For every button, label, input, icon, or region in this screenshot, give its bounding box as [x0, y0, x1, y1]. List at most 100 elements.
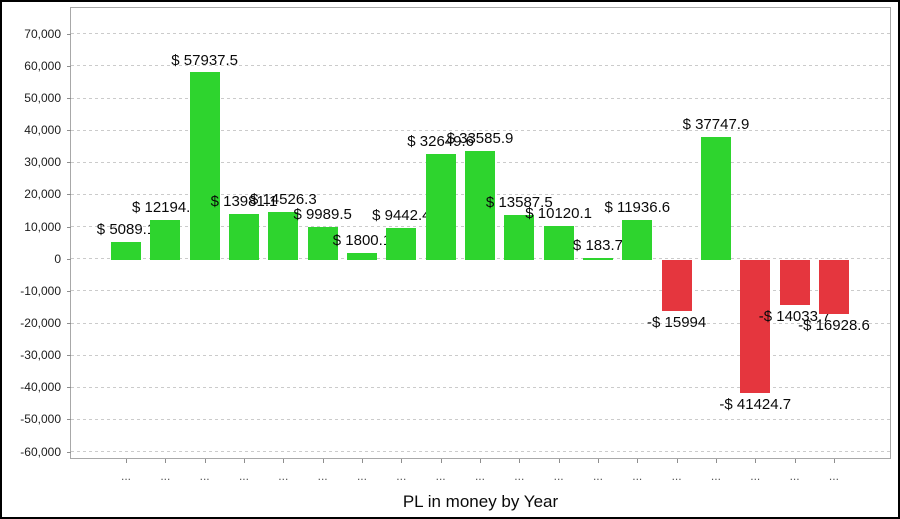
bar-slot-7: $ 1800.1 — [333, 8, 391, 458]
bar-slot-19: -$ 16928.6 — [798, 8, 870, 458]
x-axis-category-label-19: ... — [828, 469, 839, 483]
y-axis-tick — [67, 290, 71, 292]
bar-slot-10: $ 33585.9 — [447, 8, 513, 458]
y-axis-tick — [67, 419, 71, 421]
bar-value-label-1: $ 5089.1 — [96, 221, 156, 239]
bar-slot-8: $ 9442.4 — [372, 8, 430, 458]
y-axis-label--10,000: -10,000 — [20, 283, 61, 298]
x-axis-category-label-12: ... — [553, 469, 564, 483]
gridline--40,000 — [71, 386, 890, 388]
bar-12 — [543, 226, 574, 260]
bar-value-label-12: $ 10120.1 — [525, 205, 592, 223]
bar-15 — [661, 259, 692, 312]
x-axis-category-label-15: ... — [671, 469, 682, 483]
plot-area: $ 5089.1 $ 12194.5 $ 57937.5 $ 13981.1 $ 145… — [70, 7, 891, 459]
x-axis-tick — [676, 459, 678, 463]
y-axis-label-70,000: 70,000 — [24, 26, 61, 41]
x-axis-tick — [204, 459, 206, 463]
bar-1 — [111, 242, 141, 260]
bar-value-label-9: $ 32649.6 — [407, 132, 474, 150]
x-axis-category-label-17: ... — [750, 469, 761, 483]
bar-value-label-13: $ 183.7 — [572, 237, 623, 255]
x-axis-tick — [637, 459, 639, 463]
bar-value-label-2: $ 12194.5 — [131, 198, 199, 216]
bar-value-label-5: $ 14526.3 — [249, 191, 317, 209]
y-axis-label-30,000: 30,000 — [24, 155, 61, 170]
bar-slot-5: $ 14526.3 — [250, 8, 317, 458]
x-axis-title: PL in money by Year — [402, 492, 559, 511]
gridline-40,000 — [71, 129, 890, 131]
bar-4 — [228, 213, 259, 260]
bar-slot-14: $ 11936.6 — [604, 8, 670, 458]
bar-value-label-10: $ 33585.9 — [446, 129, 514, 147]
gridline--10,000 — [71, 290, 890, 292]
bar-18 — [779, 259, 810, 305]
x-axis-tick — [165, 459, 167, 463]
bar-value-label-4: $ 13981.1 — [210, 192, 278, 210]
bar-slot-11: $ 13587.5 — [486, 8, 553, 458]
x-axis-category-label-9: ... — [435, 469, 446, 483]
bar-value-label-11: $ 13587.5 — [485, 194, 553, 212]
bar-slot-4: $ 13981.1 — [211, 8, 277, 458]
bar-value-label-14: $ 11936.6 — [604, 199, 671, 217]
bar-11 — [504, 215, 535, 260]
bar-14 — [622, 220, 653, 260]
gridline--60,000 — [71, 451, 890, 453]
bar-13 — [582, 258, 613, 260]
bar-slot-12: $ 10120.1 — [525, 8, 592, 458]
bar-value-label-6: $ 9989.5 — [293, 205, 352, 223]
bar-7 — [346, 252, 377, 260]
bar-slot-1: $ 5089.1 — [97, 8, 155, 458]
bar-slot-18: -$ 14033.7 — [759, 8, 830, 458]
y-axis-label--30,000: -30,000 — [20, 348, 61, 363]
bar-value-label-15: -$ 15994 — [647, 314, 707, 332]
y-axis-tick — [67, 451, 71, 453]
gridline-60,000 — [71, 65, 890, 67]
bar-slot-6: $ 9989.5 — [293, 8, 352, 458]
x-axis-tick — [440, 459, 442, 463]
x-axis-category-label-10: ... — [474, 469, 485, 483]
x-axis-category-label-2: ... — [160, 469, 171, 483]
x-axis-category-label-13: ... — [592, 469, 603, 483]
bar-16 — [700, 137, 731, 260]
bar-slot-9: $ 32649.6 — [407, 8, 474, 458]
y-axis-tick — [67, 323, 71, 324]
x-axis-tick — [794, 459, 796, 463]
y-axis-label-10,000: 10,000 — [24, 219, 61, 234]
y-axis-label--40,000: -40,000 — [20, 380, 61, 395]
gridline--50,000 — [71, 418, 890, 420]
x-axis-tick — [126, 459, 127, 463]
x-axis-category-label-4: ... — [238, 469, 249, 483]
y-axis-label-50,000: 50,000 — [24, 91, 61, 105]
bar-9 — [425, 153, 456, 260]
x-axis-category-label-8: ... — [396, 469, 407, 483]
bar-slot-16: $ 37747.9 — [683, 8, 749, 458]
x-axis-category-label-7: ... — [356, 469, 367, 483]
gridline-70,000 — [71, 33, 890, 35]
gridline-50,000 — [71, 97, 890, 99]
y-axis-tick — [67, 226, 71, 228]
x-axis-category-label-11: ... — [514, 469, 525, 483]
gridline--30,000 — [71, 354, 890, 356]
bar-slot-3: $ 57937.5 — [171, 8, 238, 458]
x-axis-tick — [715, 459, 717, 463]
y-axis-tick — [67, 65, 71, 67]
y-axis-tick — [67, 355, 71, 357]
bar-19 — [818, 259, 849, 315]
bar-17 — [740, 259, 771, 393]
x-axis-tick — [283, 459, 285, 463]
y-axis-tick — [67, 98, 71, 99]
x-axis-tick — [401, 459, 403, 463]
y-axis-tick — [67, 194, 71, 196]
bar-8 — [386, 228, 417, 260]
bar-slot-2: $ 12194.5 — [132, 8, 199, 458]
x-axis-category-label-3: ... — [199, 469, 210, 483]
y-axis-tick — [67, 258, 71, 260]
x-axis-tick — [755, 459, 757, 463]
x-axis-tick — [519, 459, 521, 463]
x-axis-tick — [361, 459, 363, 463]
bar-3 — [189, 72, 220, 260]
bar-slot-15: -$ 15994 — [647, 8, 706, 458]
bar-10 — [464, 150, 495, 260]
